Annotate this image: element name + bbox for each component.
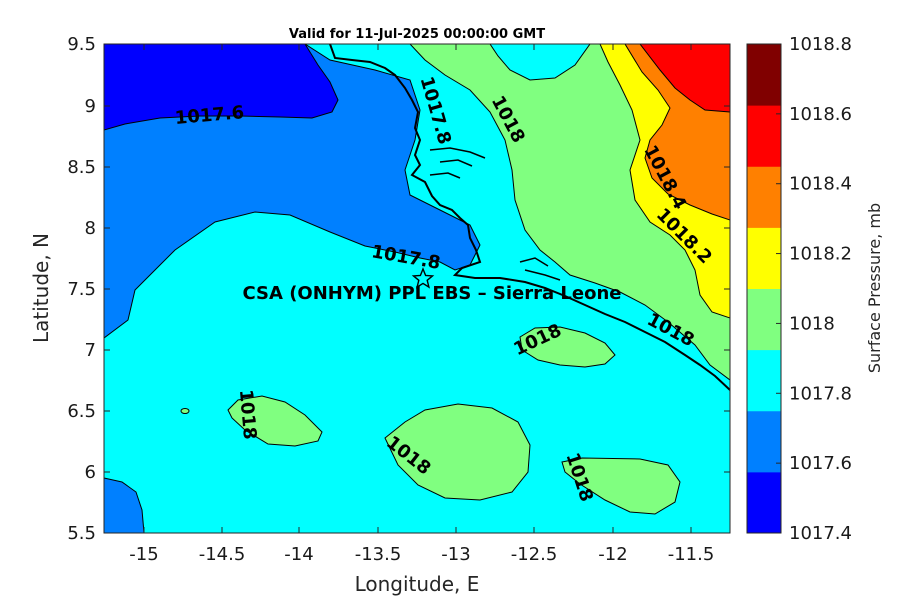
field-1017-4 <box>104 44 339 131</box>
colorbar-swatch <box>747 44 781 106</box>
x-axis-label: Longitude, E <box>355 572 480 596</box>
y-tick-label: 7.5 <box>67 279 96 300</box>
x-tick-label: -12 <box>598 544 627 565</box>
y-tick-label: 6 <box>85 462 96 483</box>
x-tick-label: -13.5 <box>355 544 402 565</box>
colorbar-swatch <box>747 349 781 412</box>
x-tick-label: -13 <box>441 544 470 565</box>
x-tick-label: -15 <box>129 544 158 565</box>
colorbar-tick-label: 1018.8 <box>789 34 852 55</box>
y-axis: 5.5 6 6.5 7 7.5 8 8.5 9 9.5 <box>67 34 730 544</box>
field-1018-cell-d <box>561 457 681 515</box>
coastline-islands <box>429 147 561 281</box>
colorbar-swatch <box>747 471 781 534</box>
contour-label-1018-cell-b: 1018 <box>235 389 260 441</box>
colorbar-tick-label: 1017.8 <box>789 383 852 404</box>
map-title: Valid for 11-Jul-2025 00:00:00 GMT <box>289 27 545 42</box>
x-tick-label: -14 <box>284 544 313 565</box>
field-1018-cell-a <box>519 326 616 368</box>
x-tick-label: -14.5 <box>199 544 246 565</box>
colorbar-tick-label: 1017.6 <box>789 453 852 474</box>
x-tick-label: -12.5 <box>511 544 558 565</box>
y-tick-label: 6.5 <box>67 401 96 422</box>
colorbar-tick-label: 1018.6 <box>789 104 852 125</box>
colorbar-swatch <box>747 227 781 289</box>
map-plot-area: 1017.6 1017.8 1017.8 1018 1018 1018 1018… <box>104 44 730 533</box>
field-1018-cell-b <box>227 395 323 447</box>
coastline <box>329 44 730 391</box>
colorbar-tick-label: 1017.4 <box>789 523 852 544</box>
x-axis: -15 -14.5 -14 -13.5 -13 -12.5 -12 -11.5 <box>129 44 714 565</box>
colorbar-swatch <box>747 410 781 473</box>
y-tick-label: 7 <box>85 340 96 361</box>
y-tick-label: 9.5 <box>67 34 96 55</box>
colorbar-swatch <box>747 166 781 228</box>
field-1017-6 <box>104 44 481 339</box>
colorbar-tick-label: 1018.2 <box>789 244 852 265</box>
field-1018-cell-c <box>384 403 531 501</box>
colorbar: 1017.4 1017.6 1017.8 1018 1018.2 1018.4 1018.6… <box>746 34 852 544</box>
x-tick-label: -11.5 <box>668 544 715 565</box>
field-1017-6-sw <box>104 477 145 533</box>
y-tick-label: 8.5 <box>67 157 96 178</box>
colorbar-tick-label: 1018.4 <box>789 174 852 195</box>
colorbar-tick-label: 1018 <box>789 313 835 334</box>
colorbar-frame <box>746 43 782 534</box>
colorbar-label: Surface Pressure, mb <box>865 203 884 373</box>
colorbar-swatch <box>747 288 781 351</box>
field-1018-dot <box>180 408 190 414</box>
field-1018-6 <box>639 44 730 113</box>
y-tick-label: 5.5 <box>67 523 96 544</box>
y-tick-label: 8 <box>85 218 96 239</box>
star-icon <box>411 267 435 289</box>
y-tick-label: 9 <box>85 96 96 117</box>
site-label: CSA (ONHYM) PPL EBS – Sierra Leone <box>242 283 621 304</box>
y-axis-label: Latitude, N <box>29 233 53 343</box>
field-1017-8-notch <box>489 44 591 81</box>
colorbar-swatch <box>747 105 781 167</box>
